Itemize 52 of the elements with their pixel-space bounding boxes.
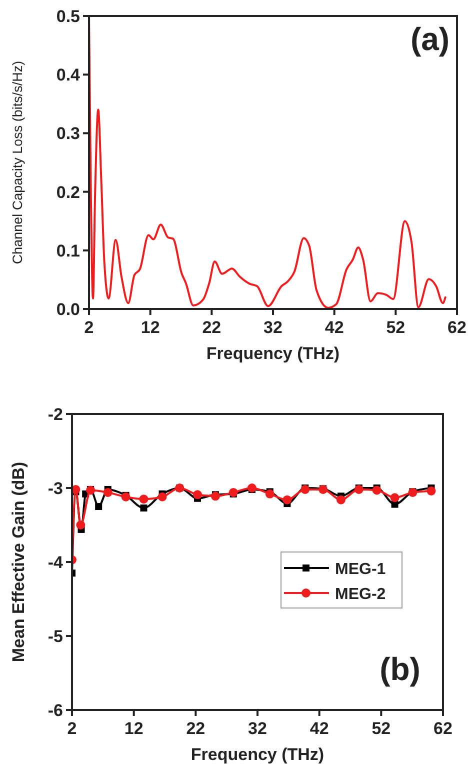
y-tick-label: 0.2 [56,182,80,202]
x-axis-title: Frequency (THz) [190,745,324,764]
x-tick-label: 12 [124,719,144,738]
point [140,504,148,512]
point [300,484,310,494]
y-tick-label: 0.4 [56,66,81,85]
point [426,486,436,496]
y-tick-label: -6 [48,701,63,720]
x-tick-label: 2 [84,318,94,337]
y-tick-label: 0.3 [56,124,80,144]
y-tick-label: -5 [48,627,63,646]
x-tick-label: 12 [140,318,160,337]
point [103,488,112,497]
point [390,493,400,502]
x-tick-label: 32 [248,719,267,738]
point [391,500,398,508]
point [282,495,292,504]
y-axis-title: Channel Capacity Loss (bits/s/Hz) [10,60,25,264]
point [336,495,346,504]
point [193,490,202,500]
x-tick-label: 22 [202,318,222,337]
y-tick-label: -4 [48,553,64,572]
y-tick-label: 0.5 [56,7,80,26]
x-axis-title: Frequency (THz) [206,344,340,363]
point [372,486,382,495]
x-tick-label: 42 [310,719,329,738]
y-tick-label: -3 [48,479,63,498]
y-tick-label: 0.1 [56,241,80,260]
x-tick-label: 22 [186,719,206,738]
point [228,488,238,497]
point [76,520,86,530]
x-tick-label: 62 [434,719,452,738]
y-tick-label: 0.0 [56,300,80,319]
x-tick-label: 2 [67,719,77,738]
legend-label: MEG-1 [335,561,386,578]
point [121,492,130,502]
legend-label: MEG-2 [335,586,386,603]
y-axis-title: Mean Effective Gain (dB) [9,462,28,662]
x-tick-label: 52 [372,719,391,738]
point [354,484,364,494]
x-tick-label: 62 [448,318,466,337]
x-tick-label: 52 [386,318,406,337]
annotation: (a) [410,21,450,57]
x-tick-label: 42 [324,318,344,337]
y-tick-label: -2 [48,405,63,424]
point [265,489,274,498]
annotation: (b) [380,651,420,687]
point [95,503,102,510]
point [139,494,148,504]
x-tick-label: 32 [264,318,282,337]
point [158,492,167,502]
point [210,492,220,501]
